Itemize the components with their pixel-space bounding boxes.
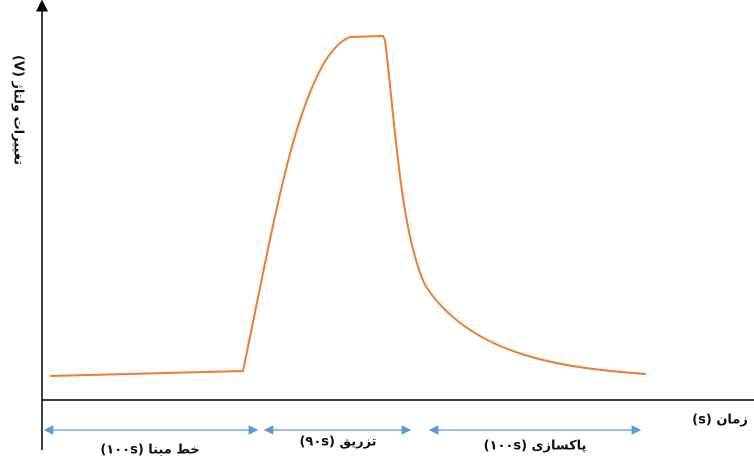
phase-label: پاکسازی (۱۰۰s) — [484, 439, 587, 454]
signal-curve — [49, 34, 647, 377]
y-axis-label: تغییرات ولتاژ (V) — [11, 55, 26, 165]
x-axis-label: زمان (s) — [692, 413, 748, 428]
phase-label: خط مبنا (۱۰۰s) — [100, 443, 199, 458]
phase-label: تزریق (۹۰s) — [299, 435, 376, 450]
